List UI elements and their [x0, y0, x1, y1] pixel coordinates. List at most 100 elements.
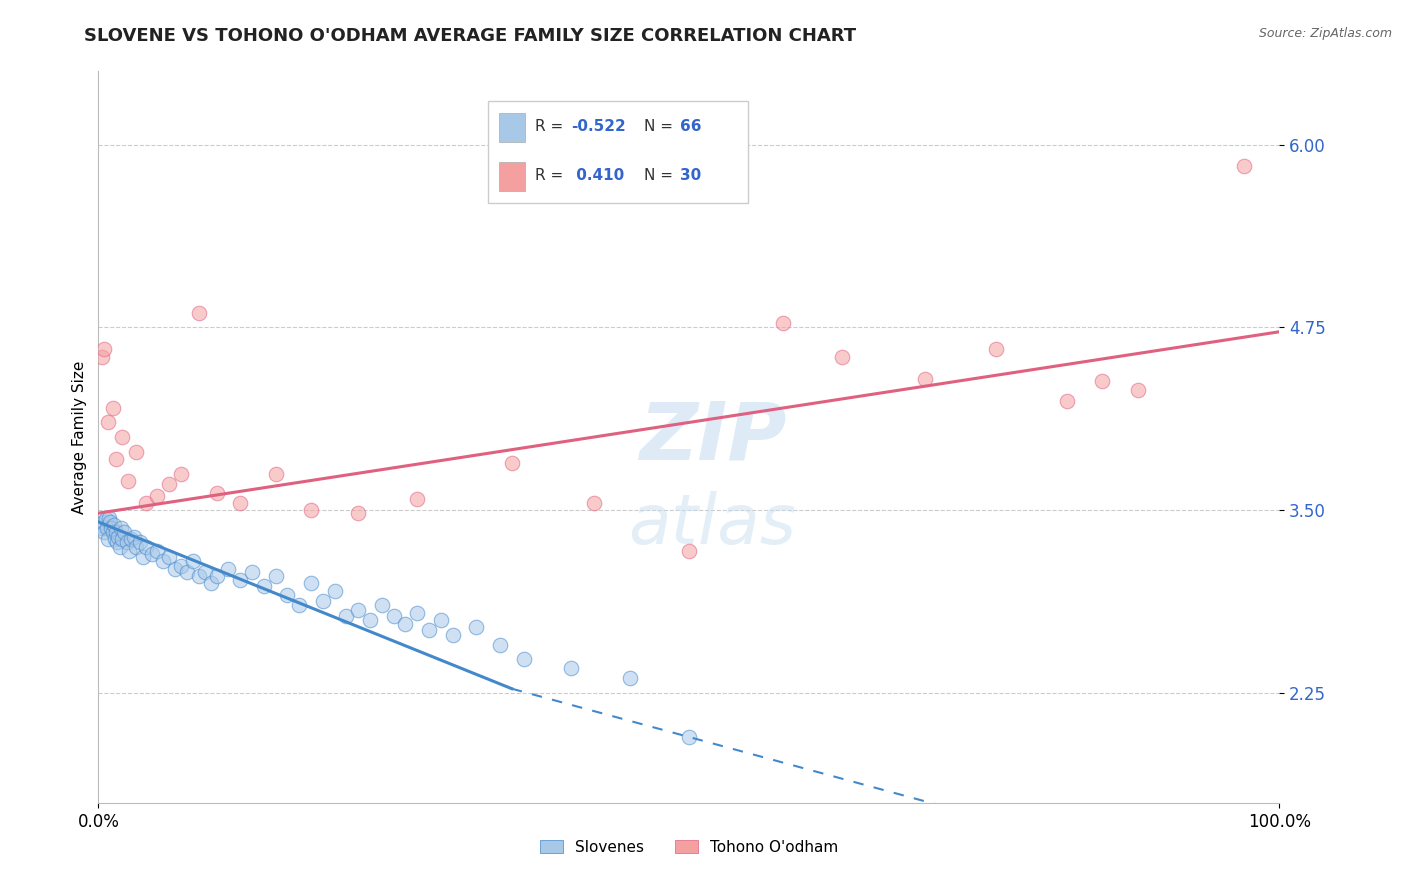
- Point: [90, 517, 112, 532]
- Point: [984, 343, 1007, 357]
- Point: [371, 599, 394, 613]
- Point: [619, 672, 641, 686]
- Point: [157, 476, 180, 491]
- Point: [135, 540, 157, 554]
- Point: [121, 533, 143, 547]
- Point: [264, 569, 287, 583]
- Point: [93, 525, 115, 540]
- Point: [200, 576, 222, 591]
- Text: ZIP: ZIP: [638, 398, 786, 476]
- Point: [406, 491, 429, 506]
- Point: [170, 467, 193, 481]
- Point: [335, 608, 357, 623]
- Point: [165, 562, 187, 576]
- Point: [98, 515, 121, 529]
- Point: [96, 521, 118, 535]
- Point: [117, 474, 139, 488]
- Point: [583, 496, 606, 510]
- Point: [240, 565, 263, 579]
- Point: [125, 444, 148, 458]
- Point: [103, 517, 125, 532]
- Point: [115, 535, 138, 549]
- Point: [157, 549, 180, 564]
- Point: [91, 521, 114, 535]
- Point: [101, 525, 124, 540]
- Point: [93, 343, 115, 357]
- Point: [299, 576, 322, 591]
- Point: [107, 530, 129, 544]
- Point: [97, 533, 120, 547]
- Point: [229, 574, 252, 588]
- Point: [264, 467, 287, 481]
- Legend: Slovenes, Tohono O'odham: Slovenes, Tohono O'odham: [534, 834, 844, 861]
- Point: [430, 613, 453, 627]
- Point: [312, 594, 335, 608]
- Point: [441, 627, 464, 641]
- Point: [101, 401, 124, 415]
- Point: [170, 558, 193, 573]
- Point: [94, 512, 117, 526]
- Point: [110, 521, 132, 535]
- Point: [323, 583, 346, 598]
- Point: [1056, 393, 1078, 408]
- Point: [359, 613, 381, 627]
- Point: [406, 606, 429, 620]
- Point: [512, 652, 534, 666]
- Point: [91, 350, 114, 364]
- Point: [181, 554, 204, 568]
- Point: [347, 506, 370, 520]
- Point: [217, 562, 239, 576]
- Point: [100, 521, 122, 535]
- Point: [772, 316, 794, 330]
- Point: [176, 565, 198, 579]
- Text: atlas: atlas: [628, 491, 797, 558]
- Point: [128, 535, 150, 549]
- Point: [111, 430, 134, 444]
- Point: [276, 588, 298, 602]
- Point: [560, 661, 582, 675]
- Point: [1091, 375, 1114, 389]
- Point: [111, 533, 134, 547]
- Point: [831, 350, 853, 364]
- Point: [108, 540, 131, 554]
- Point: [91, 515, 114, 529]
- Point: [288, 599, 311, 613]
- Point: [1126, 384, 1149, 398]
- Point: [394, 617, 416, 632]
- Point: [382, 608, 405, 623]
- Point: [187, 569, 209, 583]
- Point: [253, 579, 276, 593]
- Point: [104, 533, 127, 547]
- Point: [135, 496, 157, 510]
- Point: [347, 603, 370, 617]
- Point: [299, 503, 322, 517]
- Point: [914, 371, 936, 385]
- Text: SLOVENE VS TOHONO O'ODHAM AVERAGE FAMILY SIZE CORRELATION CHART: SLOVENE VS TOHONO O'ODHAM AVERAGE FAMILY…: [84, 27, 856, 45]
- Point: [489, 638, 512, 652]
- Point: [112, 525, 135, 540]
- Point: [98, 510, 121, 524]
- Point: [187, 306, 209, 320]
- Point: [125, 540, 148, 554]
- Point: [205, 485, 228, 500]
- Point: [118, 544, 141, 558]
- Point: [229, 496, 252, 510]
- Point: [465, 620, 488, 634]
- Point: [418, 623, 440, 637]
- Point: [501, 457, 523, 471]
- Point: [122, 530, 145, 544]
- Point: [132, 549, 155, 564]
- Point: [678, 544, 700, 558]
- Point: [1233, 160, 1256, 174]
- Point: [152, 554, 174, 568]
- Point: [146, 544, 169, 558]
- Point: [678, 730, 700, 744]
- Point: [141, 547, 163, 561]
- Point: [146, 489, 169, 503]
- Point: [97, 416, 120, 430]
- Point: [194, 565, 217, 579]
- Point: [205, 569, 228, 583]
- Point: [105, 525, 128, 540]
- Point: [105, 535, 128, 549]
- Text: Source: ZipAtlas.com: Source: ZipAtlas.com: [1258, 27, 1392, 40]
